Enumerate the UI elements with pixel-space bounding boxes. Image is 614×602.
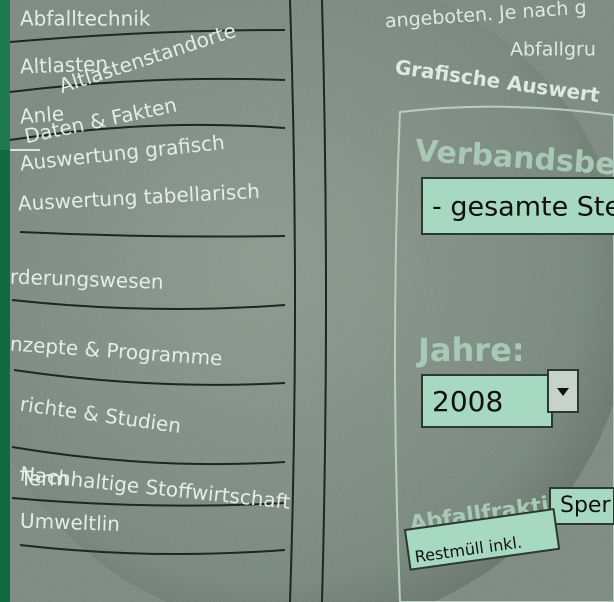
menu-item[interactable]: Abfalltechnik xyxy=(20,7,151,31)
column-divider xyxy=(289,0,296,602)
year-select[interactable] xyxy=(421,374,553,428)
dropdown-arrow xyxy=(557,388,569,396)
fraction-option-box[interactable] xyxy=(403,507,561,571)
intro-text: Abfallgru xyxy=(510,39,596,61)
fraction-select[interactable] xyxy=(549,487,614,525)
menu-item[interactable]: Anle xyxy=(19,101,65,128)
select-value: Sper xyxy=(560,493,611,518)
form-box xyxy=(394,105,614,602)
select-value: - gesamte Ste xyxy=(432,192,614,223)
menu-item[interactable]: Umweltlin xyxy=(20,509,121,536)
menu-item[interactable]: rderungswesen xyxy=(10,265,164,294)
menu-item[interactable]: Term xyxy=(19,467,68,491)
menu-separators xyxy=(9,29,286,555)
menu-item[interactable]: Altlasten xyxy=(20,51,109,78)
left-strip-lower xyxy=(0,150,10,602)
column-divider xyxy=(321,0,327,602)
select-value: 2008 xyxy=(432,385,503,418)
region-select[interactable] xyxy=(421,177,614,235)
form-label: Jahre: xyxy=(416,331,525,369)
